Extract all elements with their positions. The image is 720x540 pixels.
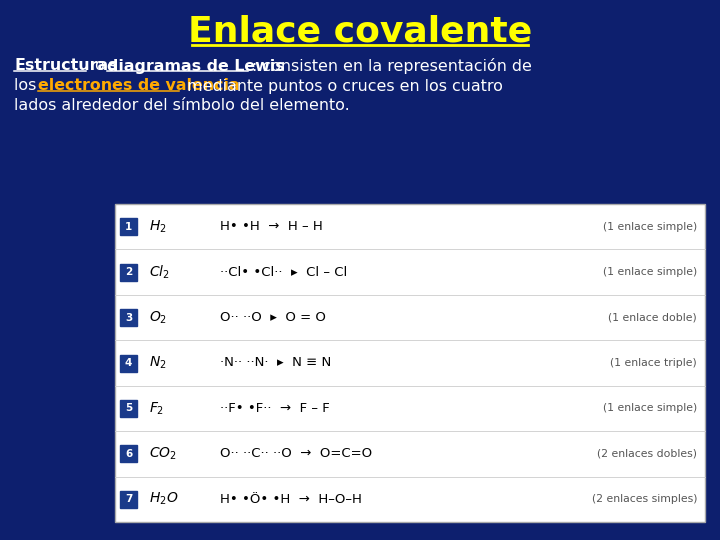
Text: o: o bbox=[90, 58, 109, 73]
Text: 7: 7 bbox=[125, 494, 132, 504]
Text: 6: 6 bbox=[125, 449, 132, 459]
FancyBboxPatch shape bbox=[120, 446, 137, 462]
Text: (1 enlace simple): (1 enlace simple) bbox=[603, 222, 697, 232]
Text: O·· ··C·· ··O  →  O=C=O: O·· ··C·· ··O → O=C=O bbox=[220, 447, 372, 461]
Text: $H_2$: $H_2$ bbox=[149, 219, 166, 235]
Text: los: los bbox=[14, 78, 41, 93]
FancyBboxPatch shape bbox=[120, 309, 137, 326]
Text: (1 enlace simple): (1 enlace simple) bbox=[603, 403, 697, 414]
Text: 1: 1 bbox=[125, 222, 132, 232]
Text: Enlace covalente: Enlace covalente bbox=[188, 15, 532, 49]
Text: $Cl_2$: $Cl_2$ bbox=[149, 264, 170, 281]
Text: (1 enlace triple): (1 enlace triple) bbox=[611, 358, 697, 368]
Text: ··F• •F··  →  F – F: ··F• •F·· → F – F bbox=[220, 402, 330, 415]
Text: (1 enlace simple): (1 enlace simple) bbox=[603, 267, 697, 277]
Text: ··Cl• •Cl··  ▸  Cl – Cl: ··Cl• •Cl·· ▸ Cl – Cl bbox=[220, 266, 347, 279]
FancyBboxPatch shape bbox=[120, 491, 137, 508]
Text: (2 enlaces simples): (2 enlaces simples) bbox=[592, 494, 697, 504]
Text: (1 enlace doble): (1 enlace doble) bbox=[608, 313, 697, 322]
Text: 4: 4 bbox=[125, 358, 132, 368]
Text: lados alrededor del símbolo del elemento.: lados alrededor del símbolo del elemento… bbox=[14, 98, 350, 113]
FancyBboxPatch shape bbox=[120, 218, 137, 235]
Text: $O_2$: $O_2$ bbox=[149, 309, 167, 326]
Text: diagramas de Lewis: diagramas de Lewis bbox=[107, 58, 284, 73]
Text: O·· ··O  ▸  O = O: O·· ··O ▸ O = O bbox=[220, 311, 326, 324]
FancyBboxPatch shape bbox=[120, 354, 137, 372]
Text: $F_2$: $F_2$ bbox=[149, 400, 164, 417]
Text: 2: 2 bbox=[125, 267, 132, 277]
FancyBboxPatch shape bbox=[115, 204, 705, 522]
Text: $CO_2$: $CO_2$ bbox=[149, 446, 177, 462]
FancyBboxPatch shape bbox=[120, 400, 137, 417]
Text: (2 enlaces dobles): (2 enlaces dobles) bbox=[597, 449, 697, 459]
Text: : consisten en la representación de: : consisten en la representación de bbox=[252, 58, 532, 74]
Text: Estructuras: Estructuras bbox=[14, 58, 117, 73]
FancyBboxPatch shape bbox=[120, 264, 137, 281]
Text: 3: 3 bbox=[125, 313, 132, 322]
Text: H• •Ö• •H  →  H–O–H: H• •Ö• •H → H–O–H bbox=[220, 493, 362, 506]
Text: mediante puntos o cruces en los cuatro: mediante puntos o cruces en los cuatro bbox=[182, 78, 503, 93]
Text: electrones de valencia: electrones de valencia bbox=[38, 78, 240, 93]
Text: $H_2O$: $H_2O$ bbox=[149, 491, 179, 508]
Text: ·N·· ··N·  ▸  N ≡ N: ·N·· ··N· ▸ N ≡ N bbox=[220, 356, 331, 369]
Text: 5: 5 bbox=[125, 403, 132, 414]
Text: $N_2$: $N_2$ bbox=[149, 355, 166, 371]
Text: H• •H  →  H – H: H• •H → H – H bbox=[220, 220, 323, 233]
